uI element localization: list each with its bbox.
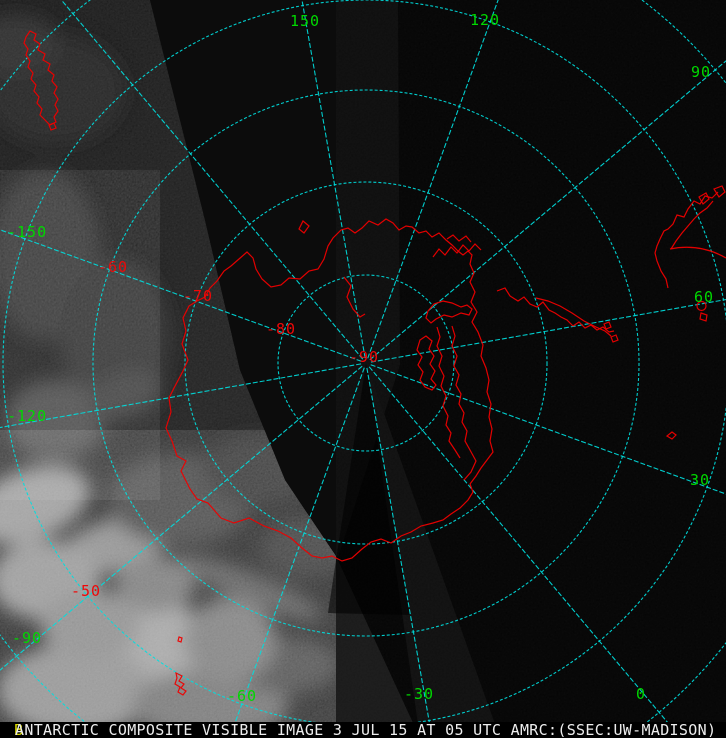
longitude-radial--60: [228, 367, 365, 738]
coastline-new-zealand-islet: [48, 122, 57, 131]
longitude-label-60: 60: [694, 288, 715, 306]
longitude-radial--90: [0, 365, 363, 671]
longitude-radial--30: [366, 367, 433, 738]
coastline-kerguelen-inner: [670, 200, 714, 250]
longitude-radial-120: [367, 0, 499, 359]
coastline-interior-channel-left: [436, 326, 461, 459]
latitude-label--90: -90: [349, 348, 380, 366]
coastline-coast-curl: [298, 220, 310, 234]
coastline-coast-arm-upper: [496, 287, 615, 333]
longitude-label--120: -120: [7, 407, 48, 425]
coastline-antarctica-main: [165, 218, 494, 562]
latitude-label--80: -80: [266, 320, 297, 338]
daylight-region: [0, 0, 336, 738]
longitude-label--150: -150: [7, 223, 48, 241]
longitude-label-150: 150: [290, 12, 321, 30]
longitude-radial-150: [301, 0, 366, 359]
coastline-ross-shelf-edge: [343, 276, 366, 318]
longitude-label--60: -60: [227, 687, 258, 705]
night-grain: [336, 0, 726, 738]
longitude-radial-60: [370, 298, 726, 363]
latitude-circle--70: [184, 181, 548, 545]
coastline-interior-ring: [425, 300, 473, 324]
composite-sector-shadow: [328, 363, 410, 615]
coastline-overlay: [23, 30, 726, 696]
coastline-top-islands-1: [432, 243, 482, 258]
coastline-south-america-dot: [177, 636, 183, 643]
coastline-kerguelen-main: [654, 191, 719, 289]
longitude-label-30: 30: [690, 471, 711, 489]
longitude-label-90: 90: [691, 63, 712, 81]
latitude-label--70: -70: [183, 287, 214, 305]
coastline-kerguelen-blob-2: [698, 192, 710, 205]
longitude-label-120: 120: [470, 11, 501, 29]
longitude-radial--150: [0, 229, 362, 362]
coastline-kerguelen-blob-1: [713, 185, 726, 198]
longitude-label--90: -90: [12, 629, 43, 647]
latitude-circle--60: [92, 89, 640, 637]
latitude-label--50: -50: [71, 582, 102, 600]
longitude-label-0: 0: [636, 685, 647, 703]
coastline-kerguelen-arc: [669, 246, 726, 259]
coastline-island-dot-right: [665, 431, 677, 440]
coastline-arm-islet-2: [610, 334, 619, 343]
coastline-arm-islet-1: [603, 321, 612, 330]
coastline-interior-side-blob: [416, 335, 437, 391]
coastline-new-zealand: [23, 30, 59, 126]
coastline-heard-island-ring: [696, 300, 707, 312]
coastline-interior-channel-right: [451, 325, 477, 481]
coastline-south-america-fragment: [174, 671, 187, 696]
longitude-radial--120: [0, 363, 362, 429]
longitude-radial-0: [368, 366, 682, 738]
caption-bar: B ANTARCTIC COMPOSITE VISIBLE IMAGE 3 JU…: [0, 722, 726, 738]
longitude-label--30: -30: [404, 685, 435, 703]
latitude-circle--80: [277, 274, 455, 452]
longitude-radial-30: [370, 364, 726, 495]
cursor-glyph: B: [14, 721, 24, 738]
latitude-label--60: -60: [98, 258, 129, 276]
coastline-top-islands-2: [446, 234, 472, 243]
longitude-radial-180: [60, 0, 364, 360]
coastline-heard-island-blob: [699, 312, 708, 322]
coastline-coast-arm-lower: [535, 297, 612, 337]
caption-text: ANTARCTIC COMPOSITE VISIBLE IMAGE 3 JUL …: [15, 721, 717, 738]
